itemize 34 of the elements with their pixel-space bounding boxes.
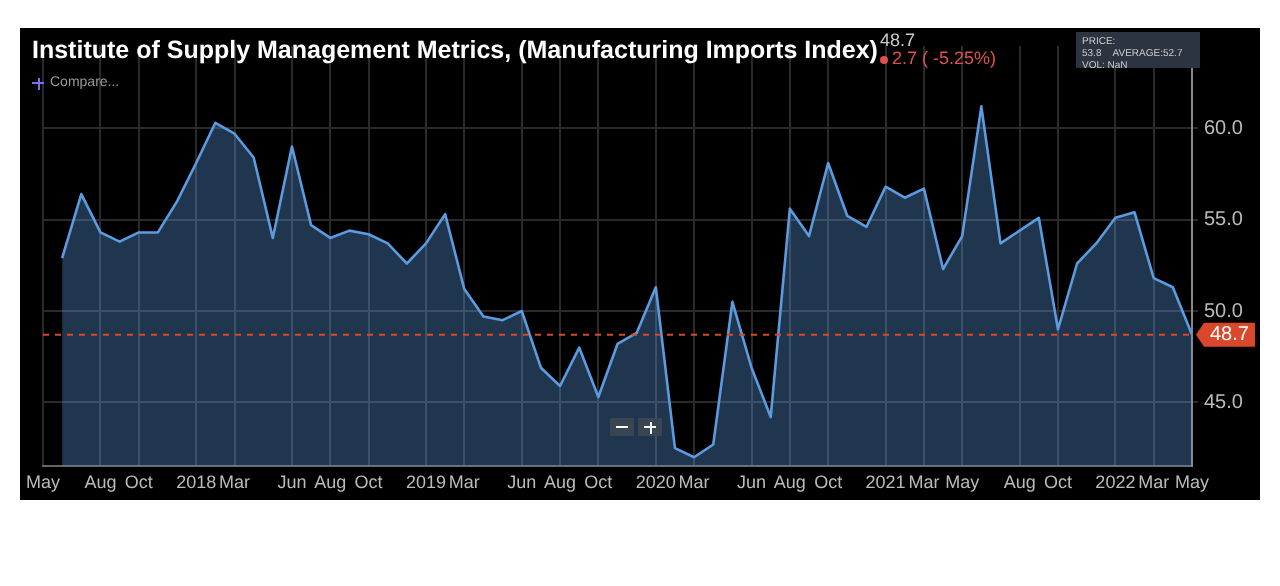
x-tick-label: Mar — [448, 472, 480, 493]
x-tick-label: 2019 — [405, 472, 447, 493]
x-tick-label: Aug — [544, 472, 577, 493]
x-tick-label: Mar — [678, 472, 710, 493]
y-tick-label: 50.0 — [1204, 300, 1244, 323]
annotation: 2.7 ( -5.25%) — [892, 48, 997, 68]
y-tick-label: 55.0 — [1204, 209, 1244, 232]
x-tick-label: Jun — [737, 472, 767, 493]
x-tick-label: Jun — [277, 472, 307, 493]
x-tick-label: Mar — [908, 472, 940, 493]
x-tick-label: May — [945, 472, 981, 493]
x-tick-label: 2021 — [865, 472, 906, 493]
chart-title: Institute of Supply Management Metrics, (Manufacturing Imports Index) — [32, 36, 878, 64]
x-tick-label: May — [25, 472, 61, 493]
x-tick-label: Aug — [84, 472, 117, 493]
x-tick-label: Aug — [773, 472, 806, 493]
x-tick-label: Oct — [354, 472, 384, 493]
y-tick-label: 45.0 — [1204, 391, 1244, 414]
x-tick-label: Aug — [1003, 472, 1036, 493]
annotation: 48.7 — [880, 30, 918, 50]
x-tick-label: Oct — [124, 472, 154, 493]
x-tick-label: Mar — [219, 472, 251, 493]
x-tick-label: 2018 — [176, 472, 217, 493]
x-tick-label: Mar — [1138, 472, 1170, 493]
x-tick-label: 2022 — [1095, 472, 1136, 493]
x-tick-label: Jun — [507, 472, 537, 493]
x-tick-label: Oct — [1043, 472, 1073, 493]
x-tick-label: Aug — [314, 472, 347, 493]
y-tick-label: 60.0 — [1204, 117, 1244, 140]
x-tick-label: May — [1174, 472, 1210, 493]
x-tick-label: Oct — [584, 472, 614, 493]
ref-line-label: 48.7 — [1210, 324, 1250, 347]
x-tick-label: Oct — [814, 472, 844, 493]
x-tick-label: 2020 — [635, 472, 676, 493]
